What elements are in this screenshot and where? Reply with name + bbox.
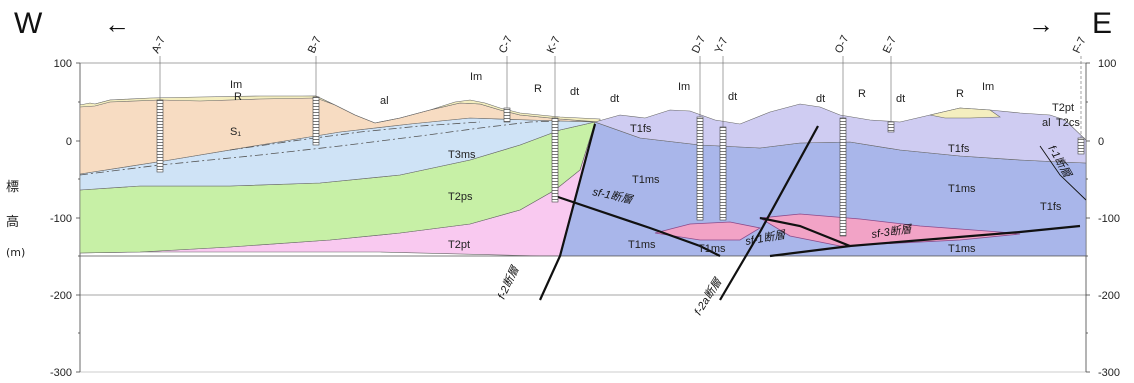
lens-layer-center xyxy=(654,221,762,241)
unit-label-im-3: Im xyxy=(678,81,690,93)
y-tick-right-minus-300: -300 xyxy=(1098,367,1120,379)
y-tick-left-minus-100: -100 xyxy=(50,213,72,225)
fault-label-sf3: sf-3断層 xyxy=(871,222,914,241)
west-arrow: ← xyxy=(104,9,130,39)
borehole-column-d7 xyxy=(696,116,704,221)
borehole-label-k7: K-7 xyxy=(545,35,563,56)
unit-label-dt-4: dt xyxy=(816,93,825,105)
borehole-label-a7: A-7 xyxy=(150,35,168,56)
unit-label-t1ms-3: T1ms xyxy=(698,243,726,255)
y-tick-left-0: 0 xyxy=(66,136,72,148)
fault-line-sf-lower xyxy=(769,244,851,258)
unit-label-t1fs-3: T1fs xyxy=(1040,201,1062,213)
unit-label-r-4: R xyxy=(956,88,964,100)
unit-label-t2cs: T2cs xyxy=(1056,117,1080,129)
borehole-guides xyxy=(159,56,1082,138)
y-tick-right-minus-100: -100 xyxy=(1098,213,1120,225)
borehole-column-f7 xyxy=(1077,137,1085,155)
unit-label-t1ms-2: T1ms xyxy=(628,239,656,251)
unit-labels: Im R al Im R dt dt Im dt dt R dt R Im T2… xyxy=(230,71,1080,255)
borehole-label-e7: E-7 xyxy=(881,35,899,56)
y-axis-label-2: 高 xyxy=(6,215,20,230)
unit-label-s1: S₁ xyxy=(230,126,241,138)
y-tick-right-minus-200: -200 xyxy=(1098,290,1120,302)
unit-label-t1ms-1: T1ms xyxy=(632,174,660,186)
unit-label-t1ms-5: T1ms xyxy=(948,243,976,255)
borehole-column-a7 xyxy=(156,99,164,173)
left-scale xyxy=(76,62,81,373)
unit-label-im-1: Im xyxy=(230,79,242,91)
geologic-units xyxy=(80,95,1086,256)
fault-lines xyxy=(538,123,1087,301)
y-tick-right-0: 0 xyxy=(1098,136,1104,148)
borehole-column-c7 xyxy=(503,107,511,123)
unit-label-al-1: al xyxy=(380,95,389,107)
unit-label-t2pt-east: T2pt xyxy=(1052,102,1074,114)
y-tick-left-minus-200: -200 xyxy=(50,290,72,302)
fault-line-f1 xyxy=(1039,145,1087,201)
borehole-label-d7: D-7 xyxy=(690,34,708,55)
unit-label-im-4: Im xyxy=(982,81,994,93)
y-tick-left-100: 100 xyxy=(54,58,72,70)
dash-dot-horizon-upper xyxy=(79,120,561,176)
east-label: E xyxy=(1092,7,1113,40)
unit-label-dt-3: dt xyxy=(728,91,737,103)
y-axis-label-3: (m) xyxy=(6,246,26,259)
borehole-label-f7: F-7 xyxy=(1071,35,1089,55)
dash-dot-horizon-lower xyxy=(229,121,481,151)
unit-label-t2ps: T2ps xyxy=(448,191,473,203)
y-axis-label-1: 標 xyxy=(6,180,20,195)
fault-line-f2 xyxy=(538,123,597,301)
unit-label-dt-1: dt xyxy=(570,86,579,98)
west-label: W xyxy=(14,7,43,40)
fault-line-f2a xyxy=(719,125,819,301)
fault-label-f2: f-2断層 xyxy=(495,263,522,301)
unit-surface-soil xyxy=(80,95,601,124)
unit-label-dt-5: dt xyxy=(896,93,905,105)
unit-label-r-2: R xyxy=(534,83,542,95)
fault-line-sf1 xyxy=(554,194,721,257)
unit-label-t1ms-4: T1ms xyxy=(948,183,976,195)
unit-label-dt-2: dt xyxy=(610,93,619,105)
y-tick-left-minus-300: -300 xyxy=(50,367,72,379)
borehole-label-o7: O-7 xyxy=(833,34,852,56)
unit-label-r-1: R xyxy=(234,91,242,103)
borehole-label-b7: B-7 xyxy=(306,35,324,56)
unit-label-r-3: R xyxy=(858,88,866,100)
unit-label-t1fs-1: T1fs xyxy=(630,123,652,135)
borehole-column-b7 xyxy=(312,96,320,146)
borehole-column-y7 xyxy=(719,126,727,221)
unit-label-t2pt-west: T2pt xyxy=(448,239,470,251)
unit-label-im-2: Im xyxy=(470,71,482,83)
unit-label-t3ms: T3ms xyxy=(448,149,476,161)
borehole-column-k7 xyxy=(551,117,559,203)
right-scale xyxy=(1085,62,1090,373)
unit-label-t1fs-2: T1fs xyxy=(948,143,970,155)
borehole-column-e7 xyxy=(887,121,895,133)
borehole-column-o7 xyxy=(839,117,847,237)
y-tick-right-100: 100 xyxy=(1098,58,1116,70)
unit-surface-soil-east xyxy=(929,107,1001,119)
unit-label-al-2: al xyxy=(1042,117,1051,129)
fault-label-f2a: f-2a断層 xyxy=(692,275,725,317)
borehole-label-y7: Y-7 xyxy=(713,36,731,56)
borehole-label-c7: C-7 xyxy=(497,34,515,55)
east-arrow: → xyxy=(1028,9,1054,39)
